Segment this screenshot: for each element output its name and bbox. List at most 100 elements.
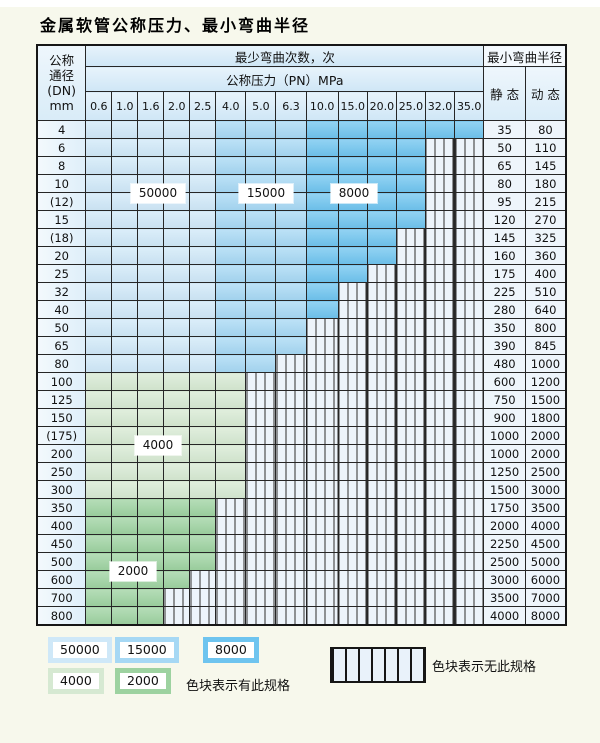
spec-cell-available [111,246,139,265]
spec-cell-unavailable [454,462,485,481]
spec-cell-unavailable [245,480,277,499]
spec-cell-unavailable [275,426,307,445]
spec-cell-unavailable [163,606,191,626]
pressure-col-header: 0.6 [85,91,113,121]
spec-cell-unavailable [424,372,456,391]
table-row: 350 1750 3500 [36,498,567,517]
spec-cell-unavailable [275,552,307,571]
dynamic-value: 3500 [524,498,567,517]
spec-cell-unavailable [424,606,456,626]
spec-cell-unavailable [215,498,247,517]
dn-row-header: 15 [36,210,87,229]
spec-cell-available [189,390,217,409]
spec-cell-available [366,228,397,247]
table-row: 6 50 110 [36,138,567,157]
spec-cell-unavailable [395,228,426,247]
spec-cell-unavailable [215,552,247,571]
spec-cell-available [137,120,165,139]
pressure-col-header: 2.5 [189,91,217,121]
spec-cell-available [85,372,113,391]
spec-cell-unavailable [305,354,339,373]
spec-cell-available [85,192,113,211]
table-row: 450 2250 4500 [36,534,567,553]
spec-cell-unavailable [395,372,426,391]
spec-cell-available [137,282,165,301]
static-value: 4000 [483,606,526,626]
table-row: (18) 145 325 [36,228,567,247]
spec-cell-available [111,480,139,499]
spec-cell-available [189,282,217,301]
spec-cell-unavailable [245,588,277,607]
dn-row-header: 800 [36,606,87,626]
spec-cell-unavailable [275,480,307,499]
spec-cell-unavailable [337,336,368,355]
spec-cell-available [163,282,191,301]
spec-cell-unavailable [395,426,426,445]
spec-cell-available [245,228,277,247]
spec-cell-unavailable [424,480,456,499]
static-value: 2000 [483,516,526,535]
table-row: 8 65 145 [36,156,567,175]
dynamic-value: 845 [524,336,567,355]
dynamic-value: 3000 [524,480,567,499]
bend-cycles-header: 最少弯曲次数，次 [85,44,485,67]
table-row: 10 80 180 [36,174,567,193]
spec-cell-available [215,426,247,445]
spec-cell-unavailable [454,372,485,391]
spec-cell-available [337,246,368,265]
spec-cell-unavailable [215,570,247,589]
spec-cell-available [111,228,139,247]
spec-cell-available [275,120,307,139]
static-value: 280 [483,300,526,319]
spec-cell-unavailable [424,354,456,373]
spec-cell-unavailable [395,444,426,463]
spec-cell-available [189,300,217,319]
spec-cell-available [111,498,139,517]
spec-cell-available [337,138,368,157]
scan-edge-strip [0,0,600,7]
spec-cell-unavailable [395,534,426,553]
dynamic-value: 6000 [524,570,567,589]
static-value: 1500 [483,480,526,499]
spec-cell-unavailable [305,480,339,499]
static-value: 65 [483,156,526,175]
spec-cell-unavailable [424,534,456,553]
spec-cell-available [275,264,307,283]
spec-cell-unavailable [366,390,397,409]
spec-cell-available [137,462,165,481]
dynamic-value: 325 [524,228,567,247]
spec-cell-available [85,156,113,175]
legend-absent-text: 色块表示无此规格 [432,660,537,675]
spec-cell-available [337,210,368,229]
spec-cell-unavailable [424,192,456,211]
spec-cell-available [137,336,165,355]
table-row: 50 350 800 [36,318,567,337]
spec-cell-unavailable [337,300,368,319]
spec-cell-available [424,120,456,139]
spec-cell-available [163,318,191,337]
spec-cell-available [366,210,397,229]
spec-cell-unavailable [215,606,247,626]
spec-cell-unavailable [424,426,456,445]
spec-cell-available [215,336,247,355]
table-row: (12) 95 215 [36,192,567,211]
dynamic-value: 110 [524,138,567,157]
table-row: 32 225 510 [36,282,567,301]
spec-cell-available [137,408,165,427]
spec-cell-unavailable [395,606,426,626]
spec-cell-unavailable [454,282,485,301]
table-row: 25 175 400 [36,264,567,283]
spec-cell-available [245,210,277,229]
dn-row-header: 40 [36,300,87,319]
spec-cell-unavailable [366,552,397,571]
spec-cell-unavailable [275,444,307,463]
spec-cell-unavailable [454,534,485,553]
spec-cell-unavailable [395,336,426,355]
pressure-col-header: 25.0 [395,91,426,121]
spec-cell-available [111,534,139,553]
spec-cell-available [189,264,217,283]
spec-cell-unavailable [245,570,277,589]
spec-cell-unavailable [454,480,485,499]
pressure-col-header: 6.3 [275,91,307,121]
spec-cell-unavailable [275,570,307,589]
